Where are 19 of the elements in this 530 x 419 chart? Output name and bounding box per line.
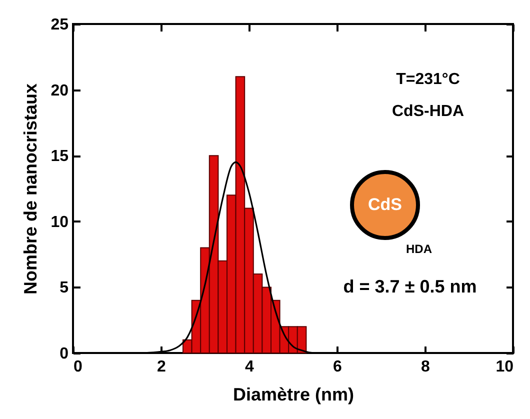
y-tick-label: 15 [50,148,69,166]
x-axis-title: Diamètre (nm) [232,384,354,404]
annotation: CdS-HDA [392,103,464,121]
x-tick-label: 8 [421,358,430,376]
annotation: CdS [350,170,420,240]
annotation: d = 3.7 ± 0.5 nm [343,276,477,298]
y-axis-title: Nombre de nanocristaux [20,83,41,295]
y-tick-label: 10 [50,214,69,231]
annotation: T=231°C [396,71,460,89]
x-tick-label: 4 [245,358,254,376]
y-tick-label: 5 [60,280,69,297]
annotation: HDA [406,242,432,256]
y-tick-label: 25 [50,16,69,34]
x-tick-label: 6 [333,358,342,376]
x-tick-label: 0 [74,358,82,376]
x-tick-label: 2 [157,358,166,376]
y-tick-label: 20 [50,82,69,100]
x-tick-label: 10 [496,358,514,376]
y-tick-label: 0 [60,346,69,362]
